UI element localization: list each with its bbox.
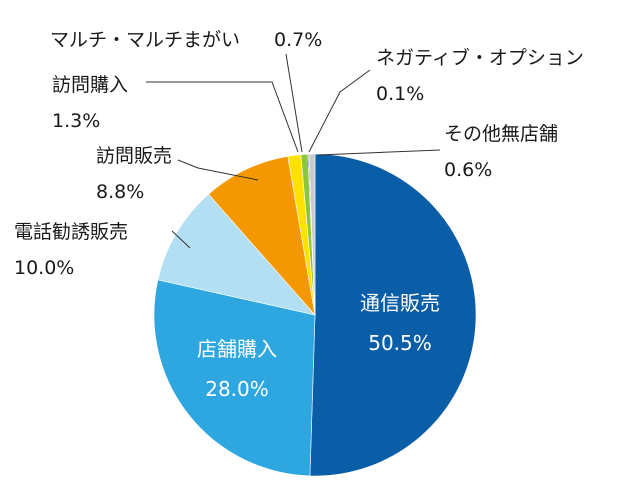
label-sonota-mutenpo-value: 0.6% (444, 159, 492, 181)
label-negative-option-name: ネガティブ・オプション (376, 46, 584, 69)
label-multi-value: 0.7% (274, 29, 322, 51)
leader-line-sonota-mutenpo (317, 149, 441, 156)
label-denwa-kanyu-value: 10.0% (14, 257, 74, 279)
pie-slices (153, 153, 477, 477)
slice-sonota-mutenpo (308, 153, 316, 316)
label-denwa-kanyu-name: 電話勧誘販売 (14, 221, 128, 243)
label-homon-konyu-name: 訪問購入 (52, 74, 128, 96)
label-sonota-mutenpo-name: その他無店舗 (444, 123, 558, 145)
label-homon-hanbai-name: 訪問販売 (96, 145, 172, 167)
label-homon-hanbai-value: 8.8% (96, 181, 144, 203)
label-negative-option-value: 0.1% (376, 83, 424, 105)
label-multi-name: マルチ・マルチまがい (50, 29, 240, 51)
slice-denwa-kanyu (157, 193, 316, 316)
label-tsushin-hanbai-value: 50.5% (368, 331, 432, 355)
leader-line-multi (285, 53, 303, 153)
slice-tsushin-hanbai (309, 153, 477, 477)
slice-tenpo-konyu (153, 279, 316, 477)
leader-line-homon-hanbai (177, 159, 259, 181)
leader-line-negative-option (308, 69, 371, 153)
leader-line-homon-konyu (146, 81, 299, 153)
label-tenpo-konyu-value: 28.0% (205, 377, 269, 401)
label-tsushin-hanbai-name: 通信販売 (360, 291, 440, 315)
leader-lines (146, 53, 441, 249)
leader-line-denwa-kanyu (171, 230, 191, 249)
label-tenpo-konyu-name: 店舗購入 (197, 337, 277, 361)
slice-homon-hanbai (208, 155, 316, 316)
label-homon-konyu-value: 1.3% (52, 110, 100, 132)
